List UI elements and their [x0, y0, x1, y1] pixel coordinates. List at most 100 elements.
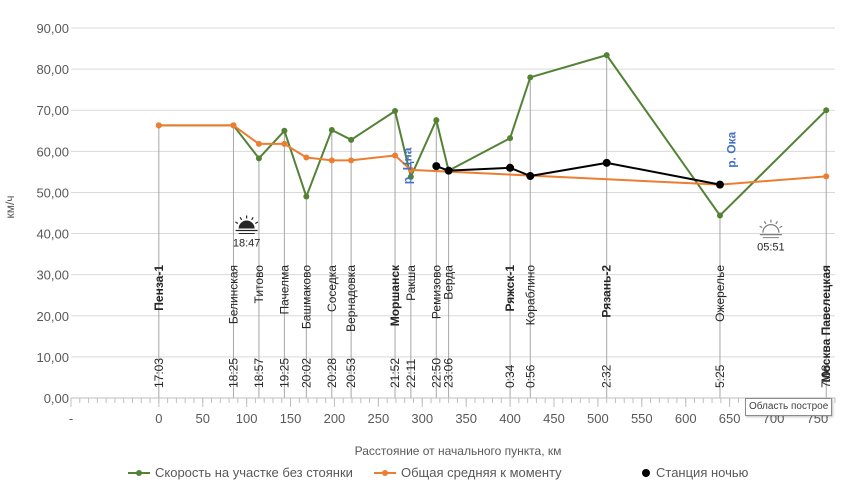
- x-tick-label: 600: [675, 411, 697, 426]
- data-point: [348, 136, 355, 143]
- station-time: 19:25: [277, 358, 291, 388]
- sun-ray: [759, 225, 763, 229]
- x-axis-title: Расстояние от начального пункта, км: [355, 444, 562, 458]
- data-point: [328, 126, 335, 133]
- station-time: 20:02: [299, 358, 313, 388]
- station-time: 23:06: [442, 358, 456, 388]
- river-label: р. Цна: [400, 147, 414, 184]
- station-name: Пенза-1: [152, 265, 166, 311]
- station-name: Рязань-2: [600, 265, 614, 318]
- station-name: Москва Павелецкая: [819, 265, 833, 382]
- station-time: 18:57: [252, 358, 266, 388]
- x-tick-label: 200: [324, 411, 346, 426]
- x-tick-label: 250: [368, 411, 390, 426]
- x-tick-label: -: [69, 411, 73, 426]
- x-tick-label: 400: [499, 411, 521, 426]
- river-label: р. Ока: [724, 131, 738, 167]
- y-axis-title: км/ч: [3, 195, 17, 218]
- x-tick-label: 500: [587, 411, 609, 426]
- y-tick-label: 70,00: [36, 103, 69, 118]
- legend-label: Общая средняя к моменту: [401, 465, 562, 480]
- sun-ray: [251, 216, 254, 221]
- station-name: Ожерелье: [713, 265, 727, 322]
- x-tick-label: 550: [631, 411, 653, 426]
- y-tick-label: 60,00: [36, 144, 69, 159]
- sunrise-icon: [759, 219, 783, 239]
- station-time: 22:50: [429, 358, 443, 388]
- sun-half: [762, 224, 780, 233]
- data-point: [433, 117, 440, 124]
- station-name: Башмаково: [299, 265, 313, 329]
- night-station-point: [715, 180, 724, 189]
- y-tick-label: 40,00: [36, 227, 69, 242]
- station-time: 17:03: [152, 358, 166, 388]
- station-name: Кораблино: [523, 265, 537, 326]
- station-name: Белинская: [226, 265, 240, 324]
- legend: Скорость на участке без стоянки Общая сре…: [128, 465, 749, 480]
- data-point: [303, 154, 310, 161]
- station-name: Вернадовка: [344, 265, 358, 332]
- station-time: 0:56: [523, 364, 537, 388]
- data-point: [328, 157, 335, 164]
- x-tick-label: 300: [411, 411, 433, 426]
- legend-swatch-marker: [136, 470, 142, 476]
- y-tick-label: 80,00: [36, 62, 69, 77]
- station-time: 22:11: [404, 359, 418, 388]
- station-time: 20:28: [325, 358, 339, 388]
- data-point: [407, 166, 414, 173]
- x-tick-label: 450: [543, 411, 565, 426]
- annotations: 18:47 05:51 р. Цна р. Ока: [233, 131, 785, 253]
- x-tick-label: 50: [195, 411, 209, 426]
- night-station-point: [506, 163, 515, 172]
- station-name: Верда: [442, 265, 456, 300]
- data-point: [155, 122, 162, 129]
- station-name: Ряжск-1: [503, 265, 517, 312]
- sun-ray: [239, 216, 243, 221]
- data-point: [281, 140, 288, 147]
- x-tick-label: 100: [236, 411, 258, 426]
- night-station-point: [526, 172, 535, 180]
- series: [155, 52, 830, 219]
- y-tick-label: 0,00: [44, 391, 69, 406]
- data-point: [392, 108, 399, 115]
- legend-label: Скорость на участке без стоянки: [155, 465, 353, 480]
- station-time: 20:53: [344, 358, 358, 388]
- x-tick-label: 0: [155, 411, 162, 426]
- data-point: [255, 155, 262, 162]
- legend-swatch-marker: [382, 470, 388, 476]
- sun-half: [238, 220, 255, 229]
- legend-swatch-marker: [642, 469, 650, 477]
- sun-ray: [254, 221, 259, 225]
- data-point: [716, 212, 723, 219]
- sun-ray: [763, 221, 767, 225]
- night-station-point: [602, 158, 611, 167]
- data-point: [281, 127, 288, 134]
- legend-label: Станция ночью: [656, 465, 749, 480]
- station-lines: [158, 55, 827, 398]
- data-point: [823, 107, 830, 114]
- station-time: 2:32: [600, 364, 614, 388]
- data-point: [507, 135, 514, 142]
- station-name: Пачелма: [277, 265, 291, 315]
- sun-ray: [775, 221, 778, 225]
- station-name: Ракша: [404, 265, 418, 301]
- station-time: 18:25: [226, 358, 240, 388]
- sun-time-label: 05:51: [757, 242, 785, 254]
- data-point: [823, 173, 830, 180]
- x-tick-label: 650: [719, 411, 741, 426]
- y-tick-label: 30,00: [36, 268, 69, 283]
- gridlines: [71, 27, 835, 358]
- night-station-point: [432, 162, 441, 171]
- sun-ray: [235, 221, 239, 225]
- night-station-point: [444, 166, 453, 175]
- sun-ray: [779, 225, 783, 229]
- station-time: 7:08: [819, 364, 833, 388]
- data-point: [255, 140, 262, 147]
- data-point: [392, 152, 399, 159]
- station-time: 21:52: [388, 358, 402, 388]
- station-name: Ремизово: [429, 265, 443, 319]
- station-labels: Пенза-1 17:03 Белинская 18:25 Титово 18:57 Пач…: [152, 264, 833, 388]
- station-name: Титово: [252, 265, 266, 304]
- chart-area-tooltip: Область построе: [745, 398, 833, 416]
